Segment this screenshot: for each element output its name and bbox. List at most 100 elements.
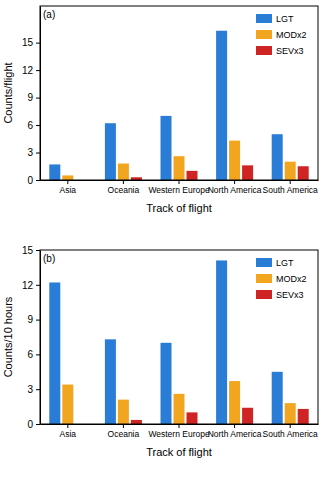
- tick: 12: [22, 280, 40, 291]
- bar: [105, 123, 116, 180]
- tick: North America: [208, 180, 262, 195]
- tick-label: 0: [27, 419, 33, 430]
- tick-mark: [36, 153, 40, 154]
- tick-label: 6: [27, 120, 33, 131]
- tick-mark: [290, 424, 291, 428]
- tick-mark: [123, 424, 124, 428]
- tick: South America: [263, 180, 319, 195]
- legend-label: SEVx3: [276, 46, 304, 56]
- tick: Oceania: [108, 424, 140, 439]
- tick-label: 9: [27, 92, 33, 103]
- legend-label: MODx2: [276, 274, 307, 284]
- x-axis: AsiaOceaniaWestern EuropeNorth AmericaSo…: [41, 424, 319, 439]
- tick-mark: [290, 180, 291, 184]
- tick-mark: [36, 70, 40, 71]
- tick-mark: [234, 180, 235, 184]
- title: (a): [43, 9, 55, 20]
- tick-mark: [36, 320, 40, 321]
- tick-mark: [36, 43, 40, 44]
- tick-label: 0: [27, 175, 33, 186]
- bar: [272, 134, 283, 180]
- tick: 0: [27, 419, 40, 430]
- plot-frame: [40, 6, 318, 180]
- bar: [62, 385, 73, 424]
- bar: [229, 141, 240, 180]
- tick: 15: [22, 37, 40, 48]
- legend-label: MODx2: [276, 30, 307, 40]
- bar: [161, 343, 172, 424]
- panel: 03691215AsiaOceaniaWestern EuropeNorth A…: [2, 6, 319, 214]
- bar: [174, 156, 185, 180]
- bar: [49, 282, 60, 424]
- legend-label: SEVx3: [276, 290, 304, 300]
- tick: 15: [22, 245, 40, 256]
- tick-mark: [179, 424, 180, 428]
- legend-swatch: [256, 30, 272, 39]
- tick: Western Europe: [148, 180, 210, 195]
- bar: [118, 164, 129, 180]
- bar: [49, 164, 60, 180]
- tick: North America: [208, 424, 262, 439]
- bar: [216, 31, 227, 180]
- tick-mark: [36, 98, 40, 99]
- y-label: Counts/10 hours: [2, 296, 14, 377]
- axis-line: [40, 7, 41, 181]
- bar: [298, 409, 309, 424]
- legend: LGT MODx2 SEVx3: [256, 14, 307, 56]
- x-axis: Asia Oceania Western EuropeNorth AmericaSo…: [41, 180, 319, 195]
- bar: [105, 339, 116, 424]
- legend-swatch: [256, 258, 272, 267]
- bar: [174, 394, 185, 424]
- bar: [216, 260, 227, 424]
- tick-label: 12: [22, 280, 34, 291]
- figure: 03691215AsiaOceaniaWestern EuropeNorth A…: [0, 0, 331, 497]
- tick-label: Oceania: [108, 429, 140, 439]
- tick-mark: [36, 250, 40, 251]
- legend-label: LGT: [276, 14, 294, 24]
- tick: Asia: [60, 180, 77, 195]
- bar: [131, 420, 142, 424]
- tick-mark: [123, 180, 124, 184]
- axis-line: [40, 251, 41, 425]
- tick-mark: [36, 180, 40, 181]
- legend-swatch: [256, 274, 272, 283]
- y-label: Counts/flight: [2, 62, 14, 123]
- tick-mark: [67, 424, 68, 428]
- tick: 3: [27, 384, 40, 395]
- legend: LGT MODx2 SEVx3: [256, 258, 307, 300]
- tick-label: 3: [27, 384, 33, 395]
- tick-label: 9: [27, 314, 33, 325]
- tick: 9: [27, 92, 40, 103]
- legend-swatch: [256, 14, 272, 23]
- tick-label: 3: [27, 147, 33, 158]
- tick-label: Asia: [60, 429, 77, 439]
- bar: [285, 403, 296, 424]
- tick: 6: [27, 349, 40, 360]
- y-axis: 03691215: [22, 7, 41, 186]
- x-label: Track of flight: [146, 446, 212, 458]
- tick: Asia: [60, 424, 77, 439]
- tick: 6: [27, 120, 40, 131]
- plot-frame: [40, 250, 318, 424]
- panel: 03691215AsiaOceaniaWestern EuropeNorth A…: [2, 245, 319, 458]
- tick-mark: [36, 424, 40, 425]
- tick-label: South America: [263, 429, 319, 439]
- x-label: Track of flight: [146, 202, 212, 214]
- tick-label: North America: [208, 185, 262, 195]
- bar: [242, 165, 253, 180]
- tick-mark: [36, 354, 40, 355]
- tick: 0: [27, 175, 40, 186]
- tick-label: South America: [263, 185, 319, 195]
- tick-mark: [36, 389, 40, 390]
- tick: 3: [27, 147, 40, 158]
- bars: [49, 260, 308, 424]
- y-axis: 0 3 6 9 12 15: [22, 245, 41, 430]
- tick-mark: [36, 125, 40, 126]
- legend-label: LGT: [276, 258, 294, 268]
- bar: [187, 412, 198, 424]
- tick: 9: [27, 314, 40, 325]
- tick-mark: [36, 285, 40, 286]
- bar: [62, 175, 73, 180]
- legend-swatch: [256, 290, 272, 299]
- tick: Oceania: [108, 180, 140, 195]
